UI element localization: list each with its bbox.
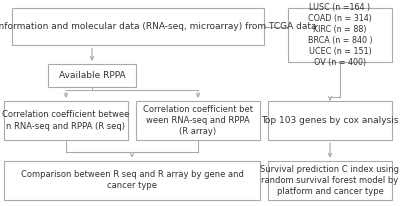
FancyBboxPatch shape (4, 101, 128, 140)
Text: Comparison between R seq and R array by gene and
cancer type: Comparison between R seq and R array by … (20, 170, 244, 190)
FancyBboxPatch shape (268, 101, 392, 140)
FancyBboxPatch shape (268, 161, 392, 200)
FancyBboxPatch shape (48, 64, 136, 87)
Text: Available RPPA: Available RPPA (59, 71, 125, 80)
FancyBboxPatch shape (136, 101, 260, 140)
Text: Survival prediction C index using
random survival forest model by
platform and c: Survival prediction C index using random… (260, 165, 400, 196)
Text: Correlation coefficient betwee
n RNA-seq and RPPA (R seq): Correlation coefficient betwee n RNA-seq… (2, 110, 130, 131)
FancyBboxPatch shape (12, 8, 264, 45)
Text: LUSC (n =164 )
COAD (n = 314)
KIRC (n = 88)
BRCA (n = 840 )
UCEC (n = 151)
OV (n: LUSC (n =164 ) COAD (n = 314) KIRC (n = … (308, 3, 372, 67)
FancyBboxPatch shape (288, 8, 392, 62)
Text: Clinical information and molecular data (RNA-seq, microarray) from TCGA data: Clinical information and molecular data … (0, 22, 316, 31)
FancyBboxPatch shape (4, 161, 260, 200)
Text: Correlation coefficient bet
ween RNA-seq and RPPA
(R array): Correlation coefficient bet ween RNA-seq… (143, 105, 253, 136)
Text: Top 103 genes by cox analysis: Top 103 genes by cox analysis (261, 116, 399, 125)
